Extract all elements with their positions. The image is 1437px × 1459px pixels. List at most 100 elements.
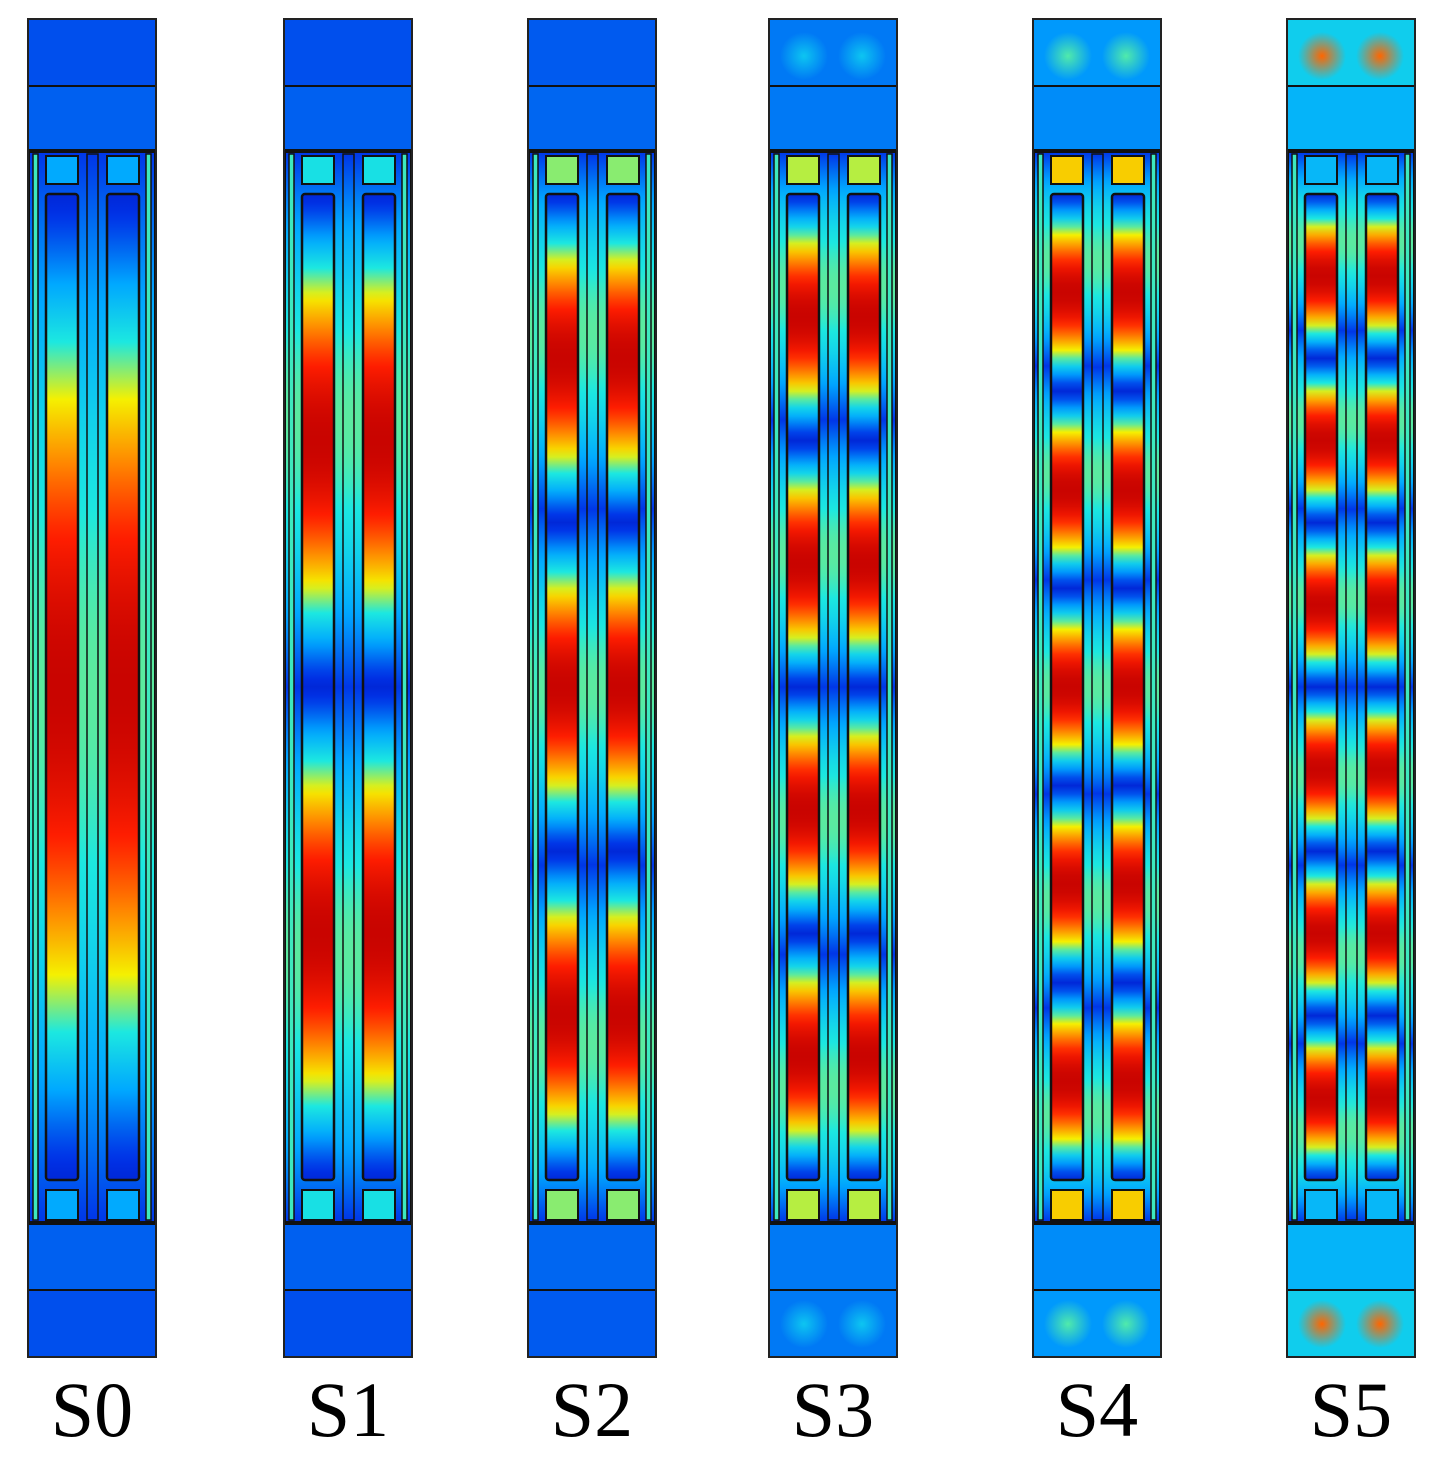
resonator-bar	[1364, 192, 1400, 1182]
resonator-pad	[1050, 1189, 1084, 1221]
cap-glow-spot	[780, 32, 828, 80]
resonator-pad	[545, 155, 579, 185]
resonator-pad	[1111, 155, 1145, 185]
resonator-body	[528, 151, 656, 1223]
resonator-bar	[44, 192, 80, 1182]
center-divider	[342, 153, 355, 1221]
cap-glow-spot	[1102, 32, 1150, 80]
resonator-pad	[847, 155, 881, 185]
cap-glow-spot	[1356, 32, 1404, 80]
cap-glow-spot	[1044, 1300, 1092, 1348]
cap-glow-spot	[780, 1300, 828, 1348]
mode-field-plot-s0	[27, 18, 157, 1358]
resonator-body	[769, 151, 897, 1223]
side-rail	[532, 153, 539, 1221]
mode-field-plot-s4	[1032, 18, 1162, 1358]
panel-frame	[1032, 18, 1162, 1358]
resonator-bar	[544, 192, 580, 1182]
resonator-bar	[605, 192, 641, 1182]
resonator-pad	[786, 1189, 820, 1221]
resonator-body	[28, 151, 156, 1223]
cap-glow-spot	[1356, 1300, 1404, 1348]
bottom-cap	[283, 1223, 413, 1358]
resonator-pad	[301, 155, 335, 185]
cap-glow-spot	[1298, 1300, 1346, 1348]
side-rail	[1037, 153, 1044, 1221]
center-divider	[1091, 153, 1104, 1221]
mode-field-plot-s2	[527, 18, 657, 1358]
center-divider	[586, 153, 599, 1221]
resonator-bar	[361, 192, 397, 1182]
side-rail	[145, 153, 152, 1221]
resonator-bar	[300, 192, 336, 1182]
side-rail	[288, 153, 295, 1221]
mode-panel-s3	[768, 18, 898, 1358]
resonator-pad	[1304, 1189, 1338, 1221]
resonator-pad	[45, 1189, 79, 1221]
mode-panel-s2	[527, 18, 657, 1358]
side-rail	[773, 153, 780, 1221]
bottom-cap	[527, 1223, 657, 1358]
side-rail	[401, 153, 408, 1221]
cap-glow-spot	[1298, 32, 1346, 80]
mode-label-s3: S3	[791, 1366, 875, 1453]
resonator-bar	[1303, 192, 1339, 1182]
side-rail	[32, 153, 39, 1221]
panel-frame	[1286, 18, 1416, 1358]
resonator-pad	[45, 155, 79, 185]
center-divider	[86, 153, 99, 1221]
mode-panel-s4	[1032, 18, 1162, 1358]
resonator-pad	[786, 155, 820, 185]
side-rail	[886, 153, 893, 1221]
mode-field-plot-s1	[283, 18, 413, 1358]
resonator-pad	[1050, 155, 1084, 185]
side-rail	[1291, 153, 1298, 1221]
resonator-pad	[1365, 1189, 1399, 1221]
resonator-pad	[362, 1189, 396, 1221]
top-cap	[527, 18, 657, 151]
resonator-pad	[106, 155, 140, 185]
side-rail	[1404, 153, 1411, 1221]
resonator-pad	[545, 1189, 579, 1221]
cap-glow-spot	[1102, 1300, 1150, 1348]
resonator-body	[1033, 151, 1161, 1223]
resonator-body	[1287, 151, 1415, 1223]
top-cap	[27, 18, 157, 151]
cap-glow-spot	[838, 1300, 886, 1348]
panel-frame	[27, 18, 157, 1358]
side-rail	[1150, 153, 1157, 1221]
panel-frame	[768, 18, 898, 1358]
mode-field-plot-s3	[768, 18, 898, 1358]
cap-glow-spot	[838, 32, 886, 80]
mode-panel-s1	[283, 18, 413, 1358]
resonator-pad	[1365, 155, 1399, 185]
resonator-bar	[785, 192, 821, 1182]
center-divider	[1345, 153, 1358, 1221]
resonator-bar	[846, 192, 882, 1182]
resonator-pad	[1111, 1189, 1145, 1221]
top-cap	[1286, 18, 1416, 151]
mode-label-s0: S0	[50, 1366, 134, 1453]
resonator-pad	[847, 1189, 881, 1221]
bottom-cap	[27, 1223, 157, 1358]
resonator-pad	[362, 155, 396, 185]
mode-field-plot-s5	[1286, 18, 1416, 1358]
mode-label-s5: S5	[1309, 1366, 1393, 1453]
resonator-pad	[606, 1189, 640, 1221]
resonator-pad	[106, 1189, 140, 1221]
resonator-bar	[1049, 192, 1085, 1182]
panel-frame	[283, 18, 413, 1358]
side-rail	[645, 153, 652, 1221]
mode-panel-s0	[27, 18, 157, 1358]
top-cap	[1032, 18, 1162, 151]
resonator-pad	[301, 1189, 335, 1221]
cap-glow-spot	[1044, 32, 1092, 80]
resonator-pad	[1304, 155, 1338, 185]
top-cap	[283, 18, 413, 151]
mode-label-s4: S4	[1055, 1366, 1139, 1453]
center-divider	[827, 153, 840, 1221]
mode-label-s2: S2	[550, 1366, 634, 1453]
resonator-pad	[606, 155, 640, 185]
panel-frame	[527, 18, 657, 1358]
